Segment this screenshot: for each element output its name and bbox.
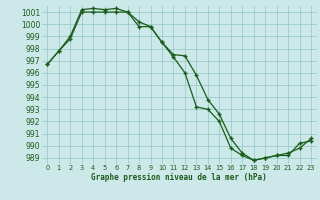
X-axis label: Graphe pression niveau de la mer (hPa): Graphe pression niveau de la mer (hPa) [91,173,267,182]
